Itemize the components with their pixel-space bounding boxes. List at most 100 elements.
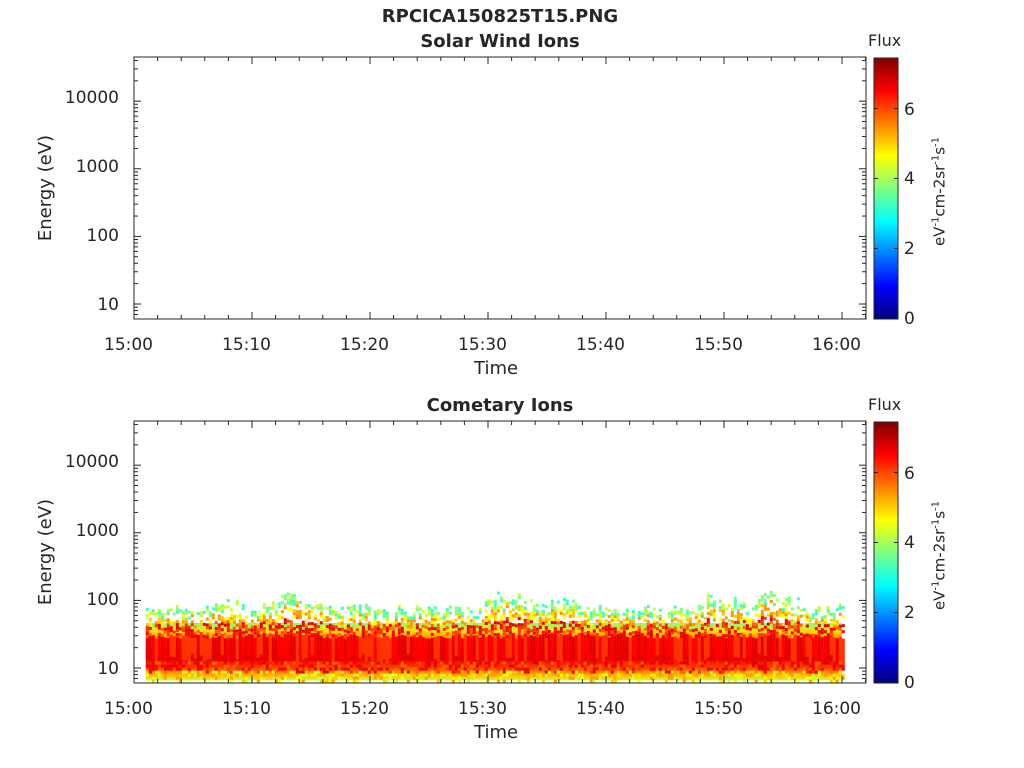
flux-cell (484, 676, 488, 680)
flux-cell (601, 620, 605, 624)
flux-cell (157, 620, 161, 624)
flux-cell (733, 632, 737, 658)
flux-cell (532, 607, 536, 611)
flux-cell (391, 630, 395, 634)
flux-cell (241, 607, 245, 611)
flux-cell (166, 667, 170, 671)
flux-cell (823, 661, 827, 665)
flux-cell (262, 633, 266, 637)
flux-cell (151, 609, 155, 613)
flux-cell (637, 634, 641, 638)
flux-cell (322, 616, 326, 620)
flux-cell (712, 670, 716, 674)
flux-cell (580, 626, 584, 630)
flux-cell (718, 636, 722, 660)
flux-cell (151, 612, 155, 616)
flux-cell (733, 661, 737, 665)
flux-cell (583, 633, 587, 658)
flux-cell (346, 624, 350, 628)
flux-cell (169, 620, 173, 624)
flux-cell (796, 679, 800, 683)
flux-cell (166, 621, 170, 625)
flux-cell (790, 625, 794, 629)
flux-cell (319, 676, 323, 680)
flux-cell (298, 600, 302, 604)
flux-cell (370, 661, 374, 665)
flux-cell (301, 620, 305, 624)
flux-cell (268, 676, 272, 680)
flux-cell (361, 634, 365, 638)
flux-cell (256, 618, 260, 622)
flux-cell (487, 635, 491, 639)
flux-cell (334, 638, 338, 664)
flux-cell (451, 670, 455, 674)
flux-cell (229, 617, 233, 621)
flux-cell (190, 670, 194, 674)
flux-cell (361, 613, 365, 617)
flux-cell (598, 607, 602, 611)
flux-cell (580, 623, 584, 627)
flux-cell (262, 612, 266, 616)
flux-cell (322, 670, 326, 674)
flux-cell (712, 603, 716, 607)
flux-cell (418, 631, 422, 635)
flux-cell (301, 629, 305, 633)
flux-cell (673, 605, 677, 609)
flux-cell (508, 601, 512, 605)
flux-cell (655, 634, 659, 656)
flux-cell (784, 598, 788, 602)
flux-cell (220, 610, 224, 614)
flux-cell (652, 667, 656, 671)
flux-cell (460, 664, 464, 668)
flux-cell (277, 667, 281, 671)
flux-cell (373, 610, 377, 614)
flux-cell (676, 638, 680, 663)
flux-cell (352, 661, 356, 665)
flux-cell (829, 624, 833, 628)
flux-cell (451, 635, 455, 656)
flux-cell (754, 607, 758, 611)
flux-cell (205, 664, 209, 668)
flux-cell (829, 670, 833, 674)
flux-cell (571, 661, 575, 665)
flux-cell (748, 633, 752, 637)
flux-cell (307, 667, 311, 671)
flux-cell (283, 661, 287, 665)
flux-cell (151, 664, 155, 668)
flux-cell (217, 632, 221, 636)
flux-cell (355, 664, 359, 668)
flux-cell (760, 634, 764, 638)
flux-cell (259, 625, 263, 629)
flux-cell (190, 632, 194, 636)
flux-cell (547, 633, 551, 655)
flux-cell (805, 676, 809, 680)
flux-cell (400, 611, 404, 615)
flux-cell (799, 608, 803, 612)
flux-cell (163, 637, 167, 662)
flux-cell (700, 664, 704, 668)
flux-cell (799, 664, 803, 668)
flux-cell (691, 638, 695, 665)
flux-cell (559, 626, 563, 630)
flux-cell (526, 612, 530, 616)
flux-cell (658, 638, 662, 665)
flux-cell (202, 636, 206, 662)
flux-cell (214, 633, 218, 637)
flux-cell (652, 619, 656, 623)
flux-cell (757, 628, 761, 632)
flux-cell (235, 599, 239, 603)
flux-cell (574, 661, 578, 665)
flux-cell (460, 617, 464, 621)
flux-cell (331, 667, 335, 671)
flux-cell (160, 618, 164, 622)
flux-cell (523, 621, 527, 625)
flux-cell (178, 638, 182, 666)
flux-cell (727, 661, 731, 665)
flux-cell (448, 620, 452, 624)
flux-cell (709, 627, 713, 631)
flux-cell (199, 631, 203, 635)
flux-cell (682, 667, 686, 671)
flux-cell (583, 614, 587, 618)
flux-cell (823, 624, 827, 628)
flux-cell (382, 612, 386, 616)
